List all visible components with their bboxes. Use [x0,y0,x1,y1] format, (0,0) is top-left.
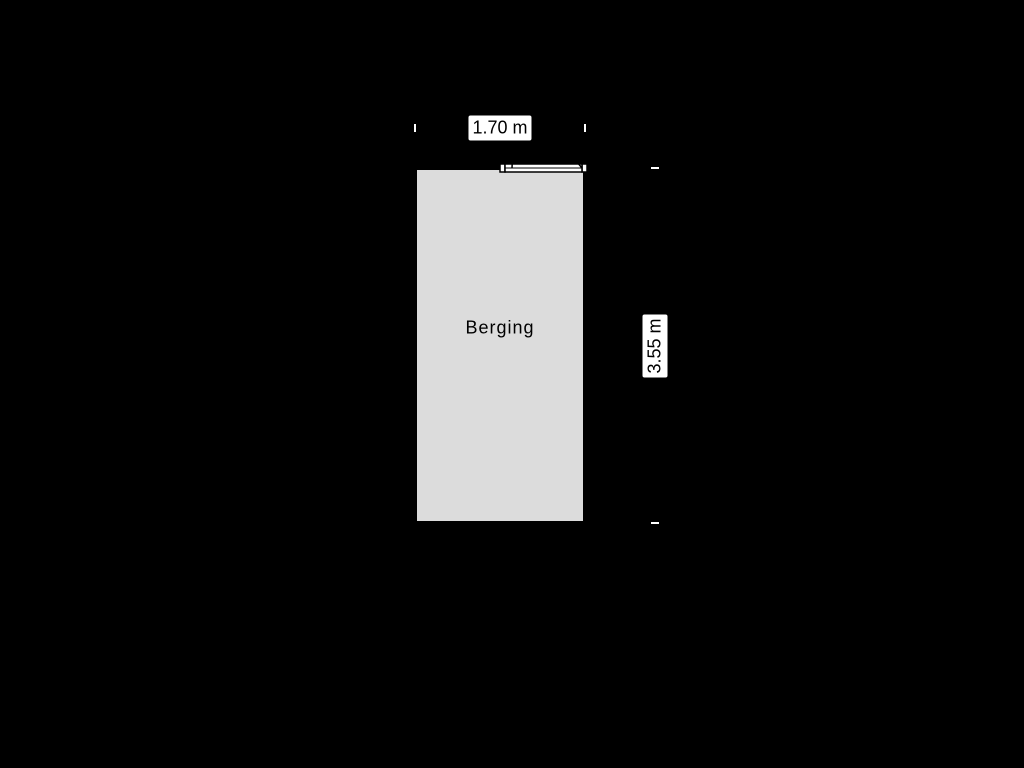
dimension-tick [651,522,659,524]
floorplan-canvas: Berging 1.70 m 3.55 m [0,0,1024,768]
room-label: Berging [465,317,534,338]
dimension-height-label: 3.55 m [643,314,668,377]
dimension-tick [584,124,586,132]
dimension-tick [651,167,659,169]
dimension-width-label: 1.70 m [468,116,531,141]
door-icon [492,148,672,266]
dimension-tick [414,124,416,132]
